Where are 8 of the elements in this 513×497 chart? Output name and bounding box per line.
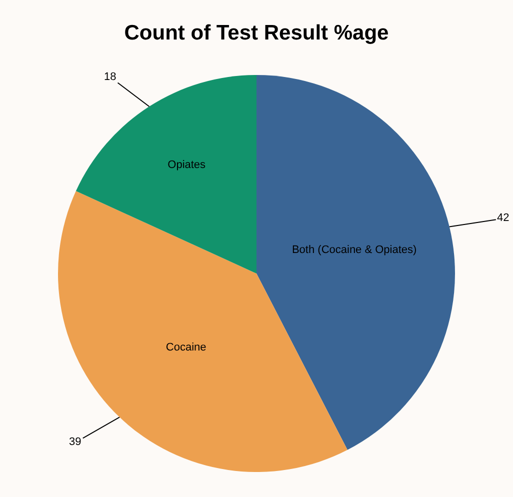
pie-slice [256, 75, 455, 450]
chart-title: Count of Test Result %age [124, 22, 389, 45]
slice-label: Both (Cocaine & Opiates) [292, 244, 417, 256]
slice-label: Cocaine [166, 341, 206, 354]
data-label: 18 [104, 71, 116, 83]
data-label: 42 [497, 212, 510, 224]
slice-label: Opiates [168, 159, 206, 172]
data-label: 39 [69, 436, 82, 448]
